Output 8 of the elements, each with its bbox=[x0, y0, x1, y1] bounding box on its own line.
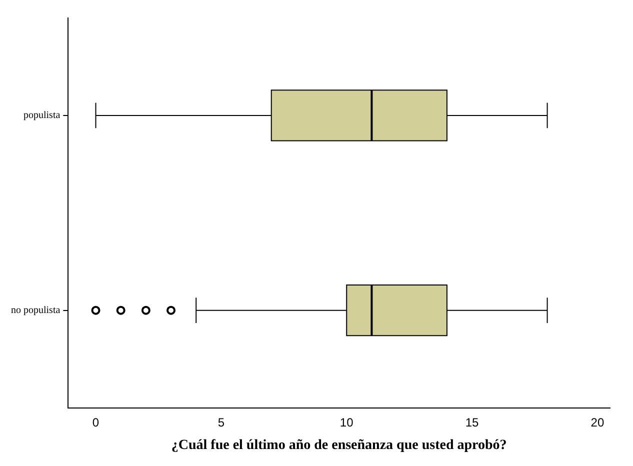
y-tick-label: no populista bbox=[10, 304, 61, 316]
x-tick-label: 20 bbox=[590, 415, 604, 430]
y-tick-label: populista bbox=[23, 110, 61, 122]
x-tick-label: 5 bbox=[218, 415, 225, 430]
x-axis-title: ¿Cuál fue el último año de enseñanza que usted aprobó? bbox=[171, 438, 507, 454]
x-tick-label: 0 bbox=[92, 415, 100, 430]
x-tick-label: 15 bbox=[465, 415, 480, 430]
x-tick-label: 10 bbox=[340, 415, 354, 430]
